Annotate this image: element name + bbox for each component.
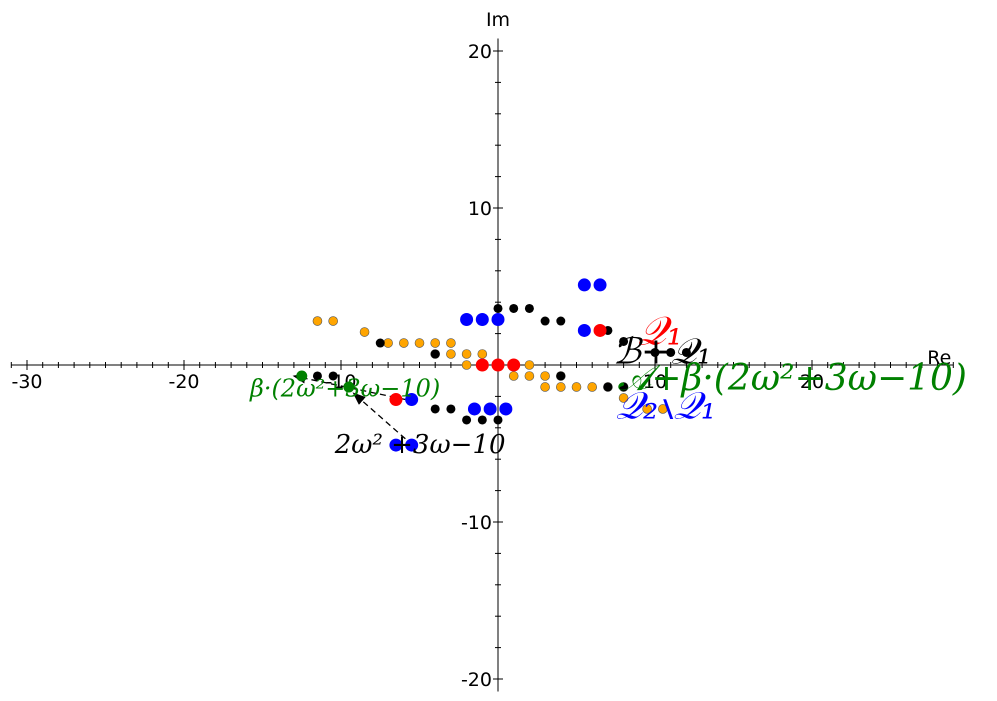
data-point [681, 347, 691, 357]
data-point [430, 338, 441, 348]
data-point [460, 312, 474, 326]
data-point [461, 349, 472, 359]
data-point [462, 415, 472, 425]
data-point [446, 338, 456, 348]
y-tick-label: 20 [468, 41, 492, 63]
annotation-arrow [292, 373, 406, 401]
data-point [571, 382, 582, 392]
y-tick-label: -20 [461, 669, 492, 691]
data-point [556, 371, 566, 381]
data-point [414, 338, 425, 348]
data-point [398, 338, 409, 348]
point-series [296, 370, 355, 393]
data-point [475, 312, 489, 326]
annotation-labels: 𝒬₁ℬ+𝒬₁𝒜+β·(2ω²+3ω−10)𝒬₂∖𝒬₁ β·(2ω²+3ω−10) 2… [249, 309, 967, 460]
data-point [359, 327, 370, 337]
data-point [493, 415, 503, 425]
annotation-label: 𝒬₁ [638, 309, 683, 355]
data-point [446, 404, 456, 414]
annotation-label: 2ω² +3ω−10 [334, 430, 506, 460]
annotation-label: 𝒬₂∖𝒬₁ [616, 383, 716, 427]
annotation-arrow [352, 392, 406, 440]
data-point [493, 303, 503, 313]
data-point [666, 347, 676, 357]
data-point [507, 358, 521, 372]
point-series [389, 323, 607, 407]
data-point [540, 382, 550, 392]
data-point [477, 415, 487, 425]
data-point [524, 371, 535, 381]
data-point [499, 402, 513, 416]
data-point [475, 358, 489, 372]
data-point [524, 360, 535, 370]
data-point [405, 393, 419, 407]
data-point [483, 402, 497, 416]
data-point [642, 404, 652, 414]
data-point [383, 338, 393, 348]
data-point [619, 382, 629, 392]
data-point [375, 338, 385, 348]
annotation-label: β·(2ω²+3ω−10) [249, 374, 440, 402]
x-tick-label: 20 [800, 371, 824, 393]
data-point [650, 347, 660, 357]
data-point [389, 438, 403, 452]
data-point [540, 316, 550, 326]
data-point [577, 323, 591, 337]
x-tick-label: -30 [11, 371, 42, 393]
data-point [446, 349, 456, 359]
data-point [555, 382, 566, 392]
data-point [593, 323, 607, 337]
y-tick-label: 10 [468, 198, 492, 220]
x-tick-label: 10 [643, 371, 667, 393]
data-point [593, 278, 607, 292]
data-point [658, 404, 668, 414]
y-axis-title: Im [486, 9, 510, 31]
data-point [312, 371, 322, 381]
data-point [343, 381, 355, 393]
annotation-arrows [292, 373, 406, 440]
data-point [577, 278, 591, 292]
annotation-label: ℬ+𝒬₁ [613, 331, 712, 372]
data-point [328, 316, 338, 326]
data-point [619, 336, 629, 346]
data-points [296, 278, 691, 452]
data-point [509, 303, 519, 313]
data-point [491, 312, 505, 326]
x-tick-label: -20 [168, 371, 199, 393]
data-point [389, 393, 403, 407]
data-point [587, 382, 598, 392]
data-point [430, 349, 440, 359]
y-tick-label: -10 [461, 512, 492, 534]
data-point [430, 404, 440, 414]
data-point [556, 316, 566, 326]
data-point [467, 402, 481, 416]
data-point [461, 360, 472, 370]
data-point [405, 438, 419, 452]
x-axis-title: Re [927, 347, 951, 369]
data-point [618, 393, 629, 403]
data-point [312, 316, 323, 326]
data-point [603, 382, 613, 392]
data-point [491, 358, 505, 372]
point-series [389, 278, 607, 452]
annotation-label: 𝒜+β·(2ω²+3ω−10) [617, 358, 967, 399]
data-point [524, 303, 534, 313]
data-point [508, 371, 519, 381]
data-point [477, 349, 488, 359]
data-point [296, 370, 308, 382]
data-point [540, 371, 550, 381]
data-point [328, 371, 338, 381]
